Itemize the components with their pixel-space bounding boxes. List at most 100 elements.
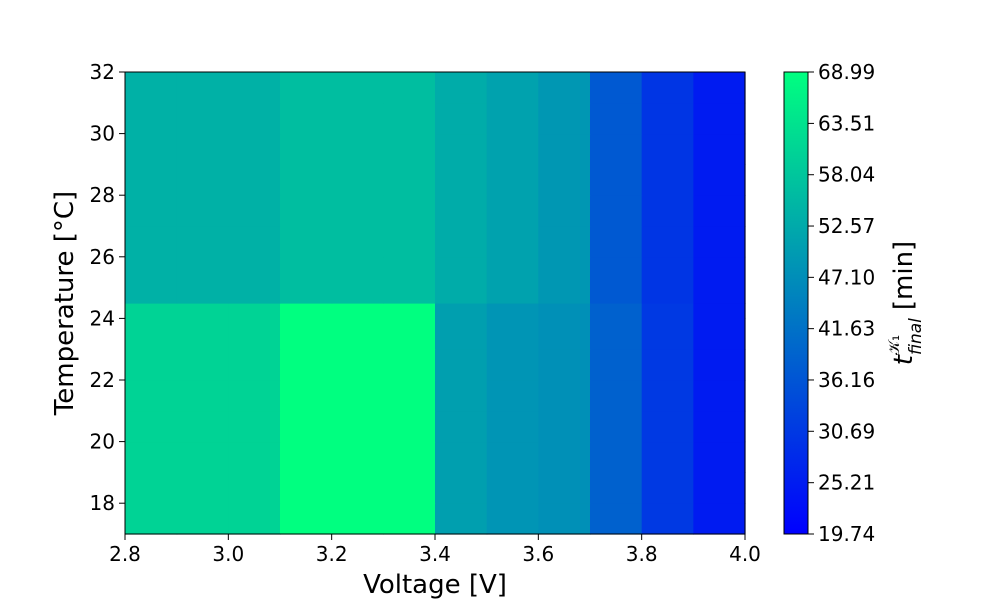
heatmap-cell xyxy=(331,72,384,104)
heatmap-cell xyxy=(641,256,694,304)
heatmap-cell xyxy=(176,102,229,135)
heatmap-cell xyxy=(125,472,178,504)
heatmap-cell xyxy=(538,303,591,319)
heatmap-cell xyxy=(538,441,591,473)
heatmap-cell xyxy=(538,102,591,135)
heatmap-cell xyxy=(486,256,539,304)
y-tick-label: 18 xyxy=(90,491,115,515)
x-tick-label: 3.8 xyxy=(626,542,658,566)
heatmap-cell xyxy=(228,102,281,135)
heatmap-cell xyxy=(280,410,333,443)
heatmap-cell xyxy=(641,503,694,535)
y-tick-label: 28 xyxy=(90,183,115,207)
heatmap-cell xyxy=(435,503,488,535)
heatmap-cell xyxy=(280,102,333,135)
x-tick-label: 2.8 xyxy=(109,542,141,566)
heatmap-cell xyxy=(331,133,384,165)
y-tick-label: 26 xyxy=(90,245,115,269)
heatmap-cell xyxy=(125,256,178,304)
y-tick-label: 20 xyxy=(90,430,115,454)
heatmap-cell xyxy=(176,503,229,535)
heatmap-cell xyxy=(176,318,229,350)
heatmap-cell xyxy=(641,195,694,227)
heatmap-cell xyxy=(486,133,539,165)
heatmap-cell xyxy=(435,318,488,350)
heatmap-cell xyxy=(228,256,281,304)
heatmap-cell xyxy=(331,472,384,504)
heatmap-cell xyxy=(228,133,281,165)
heatmap-cell xyxy=(383,102,436,135)
heatmap-cell xyxy=(538,133,591,165)
heatmap-cell xyxy=(693,133,746,165)
heatmap-cell xyxy=(383,380,436,412)
heatmap-cell xyxy=(280,72,333,104)
heatmap-cell xyxy=(331,226,384,258)
heatmap-cell xyxy=(280,472,333,504)
heatmap-cell xyxy=(641,72,694,104)
colorbar-tick-label: 52.57 xyxy=(818,214,875,238)
heatmap-cell xyxy=(641,380,694,412)
x-tick-label: 3.6 xyxy=(522,542,554,566)
heatmap-cell xyxy=(538,380,591,412)
heatmap-cell xyxy=(176,349,229,381)
colorbar-tick-label: 36.16 xyxy=(818,368,875,392)
heatmap-cell xyxy=(590,410,643,443)
heatmap-cell xyxy=(590,195,643,227)
heatmap-cell xyxy=(590,503,643,535)
heatmap-cell xyxy=(641,441,694,473)
colorbar-label-unit: [min] xyxy=(889,241,919,310)
heatmap-cell xyxy=(331,441,384,473)
heatmap-cell xyxy=(435,303,488,319)
heatmap-cell xyxy=(280,164,333,196)
colorbar-label-sub: final xyxy=(906,318,926,355)
heatmap-cell xyxy=(693,195,746,227)
heatmap-cell xyxy=(641,133,694,165)
heatmap-cell xyxy=(125,441,178,473)
heatmap-cell xyxy=(331,503,384,535)
heatmap-cell xyxy=(641,164,694,196)
heatmap-cell xyxy=(641,472,694,504)
y-tick-label: 24 xyxy=(90,306,115,330)
heatmap-cell xyxy=(331,256,384,304)
x-tick-label: 3.0 xyxy=(212,542,244,566)
heatmap-cell xyxy=(693,472,746,504)
heatmap-cell xyxy=(280,256,333,304)
heatmap-cell xyxy=(435,226,488,258)
heatmap-cell xyxy=(280,303,333,319)
heatmap-cell xyxy=(228,226,281,258)
heatmap-cell xyxy=(228,164,281,196)
colorbar-label-main: t xyxy=(889,354,919,365)
heatmap-cell xyxy=(486,102,539,135)
heatmap-cell xyxy=(383,72,436,104)
heatmap-cell xyxy=(486,318,539,350)
heatmap-cell xyxy=(125,164,178,196)
heatmap-cell xyxy=(280,226,333,258)
heatmap-cell xyxy=(228,72,281,104)
heatmap-cell xyxy=(435,410,488,443)
heatmap-cell xyxy=(383,195,436,227)
heatmap-cell xyxy=(538,318,591,350)
heatmap-cell xyxy=(331,303,384,319)
y-axis-label: Temperature [°C] xyxy=(50,191,80,416)
heatmap-cell xyxy=(176,472,229,504)
heatmap-cell xyxy=(641,410,694,443)
heatmap-cell xyxy=(383,410,436,443)
heatmap-cell xyxy=(176,380,229,412)
heatmap-cell xyxy=(590,256,643,304)
colorbar-ticks: 19.74 25.21 30.69 36.16 41.63 47.10 52.57 58.04… xyxy=(808,60,875,546)
heatmap-cell xyxy=(435,102,488,135)
heatmap-cell xyxy=(641,226,694,258)
heatmap-cell xyxy=(486,164,539,196)
heatmap-cell xyxy=(435,472,488,504)
heatmap-cell xyxy=(435,72,488,104)
heatmap-cell xyxy=(280,349,333,381)
heatmap-cell xyxy=(538,164,591,196)
heatmap-cell xyxy=(693,102,746,135)
heatmap-cell xyxy=(435,441,488,473)
heatmap-cell xyxy=(590,102,643,135)
x-tick-label: 4.0 xyxy=(729,542,761,566)
heatmap-cell xyxy=(590,133,643,165)
colorbar-tick-label: 58.04 xyxy=(818,163,875,187)
colorbar-tick-label: 19.74 xyxy=(818,522,875,546)
